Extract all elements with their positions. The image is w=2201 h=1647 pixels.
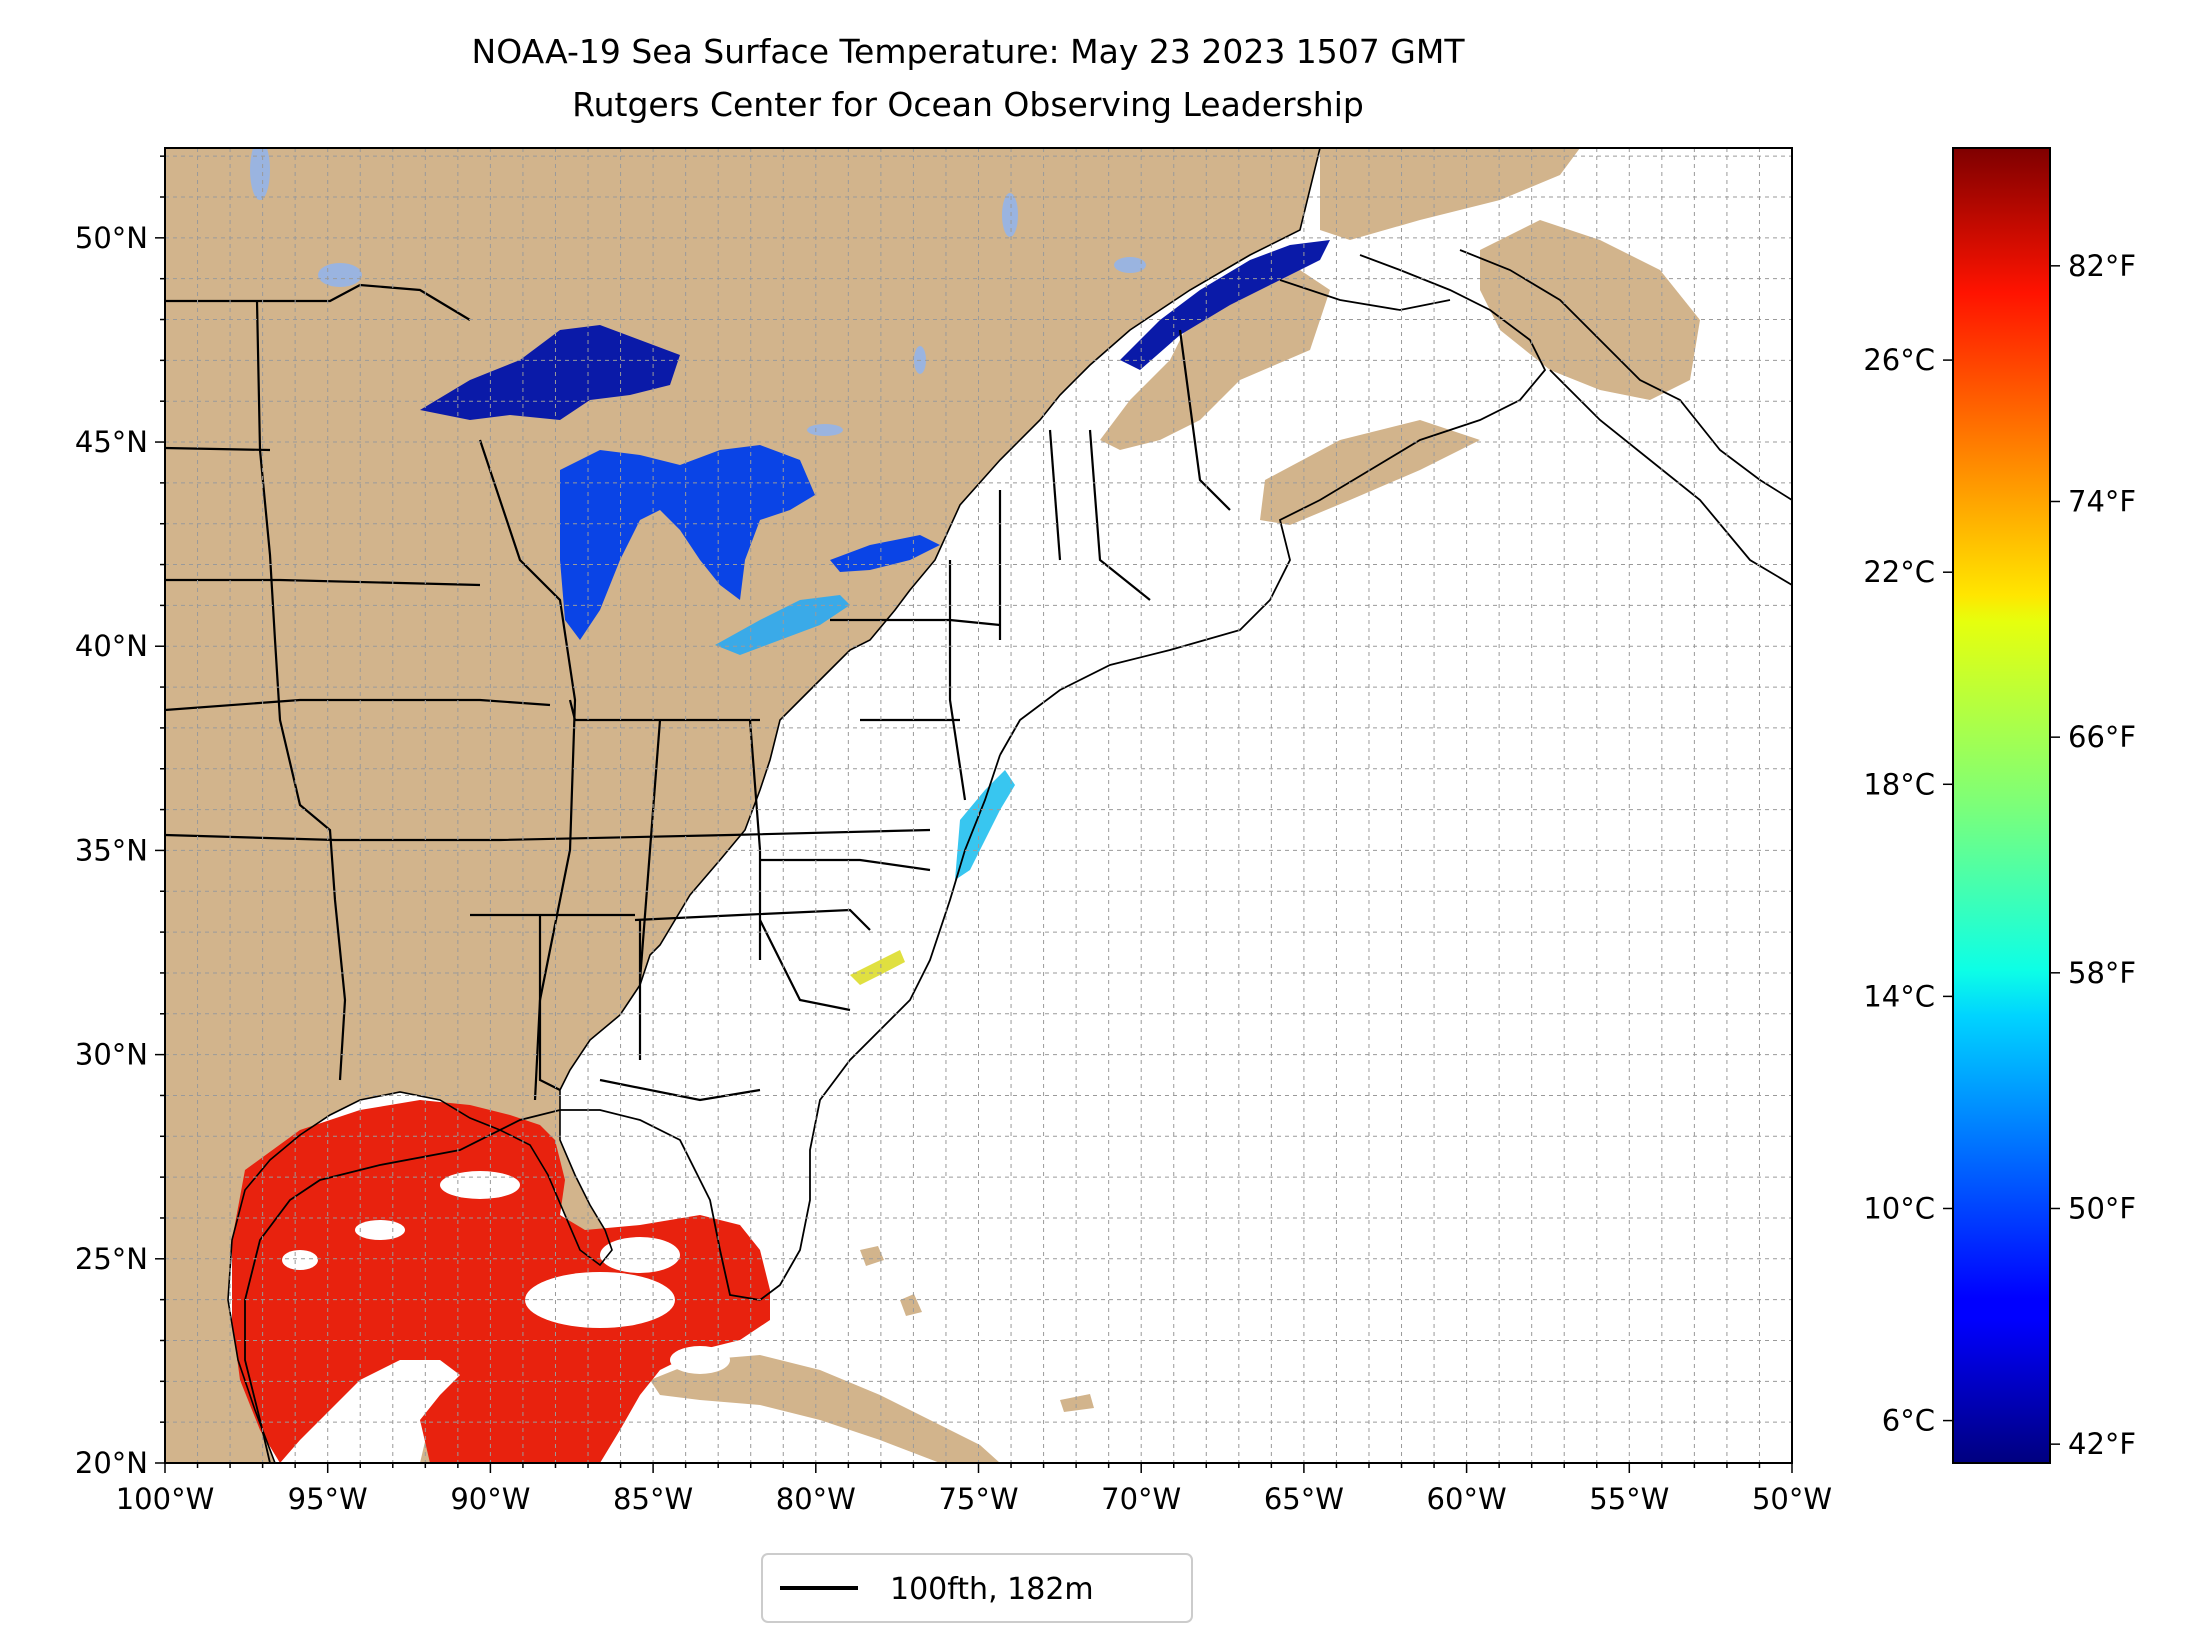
legend: 100fth, 182m bbox=[761, 1553, 1193, 1623]
colorbar-gradient bbox=[1952, 147, 2051, 1464]
lon-tick-label: 55°W bbox=[1589, 1482, 1669, 1516]
celsius-tick-label: 22°C bbox=[1863, 555, 1935, 589]
map-axes: 100°W 95°W 90°W 85°W 80°W 75°W 70°W 65°W 60°W 55°… bbox=[75, 155, 1832, 1516]
north-america-land bbox=[165, 148, 1320, 1463]
labrador-land bbox=[1320, 148, 1580, 240]
celsius-tick-label: 6°C bbox=[1882, 1404, 1935, 1438]
lon-tick-label: 65°W bbox=[1264, 1482, 1344, 1516]
lon-tick-label: 85°W bbox=[613, 1482, 693, 1516]
gulf-of-mexico-sst bbox=[232, 1100, 770, 1463]
lake-ontario-sst bbox=[830, 535, 940, 572]
lat-tick-label: 25°N bbox=[75, 1242, 148, 1276]
newfoundland-land bbox=[1480, 220, 1700, 400]
lon-tick-label: 90°W bbox=[450, 1482, 530, 1516]
lon-tick-label: 70°W bbox=[1101, 1482, 1181, 1516]
political-borders bbox=[165, 283, 1231, 1102]
lakes-no-data bbox=[250, 148, 1146, 436]
cuba-land bbox=[650, 1355, 1000, 1463]
isobath-100fth bbox=[244, 249, 1792, 1463]
carolina-sst bbox=[850, 950, 905, 985]
legend-label: 100fth, 182m bbox=[890, 1572, 1094, 1607]
celsius-tick-label: 10°C bbox=[1863, 1191, 1935, 1225]
fahrenheit-tick-label: 66°F bbox=[2068, 720, 2136, 754]
lon-tick-label: 75°W bbox=[938, 1482, 1018, 1516]
lake-michigan-huron-sst bbox=[560, 445, 815, 640]
fahrenheit-tick-label: 42°F bbox=[2068, 1427, 2136, 1461]
lake-erie-sst bbox=[715, 595, 850, 655]
lon-tick-label: 95°W bbox=[288, 1482, 368, 1516]
legend-box bbox=[761, 1553, 1193, 1623]
lake-superior-sst bbox=[420, 325, 680, 420]
fahrenheit-tick-label: 58°F bbox=[2068, 956, 2136, 990]
gridlines bbox=[165, 148, 1792, 1463]
map-subtitle: Rutgers Center for Ocean Observing Leade… bbox=[572, 85, 1364, 124]
colorbar: 6°C 10°C 14°C 18°C 22°C 26°C 42°F 50°F 58°F 66°F 7… bbox=[1863, 147, 2136, 1464]
lat-tick-label: 20°N bbox=[75, 1446, 148, 1480]
lon-tick-label: 60°W bbox=[1427, 1482, 1507, 1516]
lat-tick-label: 45°N bbox=[75, 425, 148, 459]
lon-tick-label: 100°W bbox=[116, 1482, 215, 1516]
lat-tick-label: 30°N bbox=[75, 1038, 148, 1072]
mid-atlantic-sst bbox=[955, 770, 1015, 880]
fahrenheit-tick-label: 50°F bbox=[2068, 1191, 2136, 1225]
lat-tick-label: 40°N bbox=[75, 629, 148, 663]
colorbar-ticks: 6°C 10°C 14°C 18°C 22°C 26°C 42°F 50°F 58°F 66°F 7… bbox=[1863, 249, 2136, 1461]
lat-tick-label: 35°N bbox=[75, 833, 148, 867]
lon-tick-label: 80°W bbox=[776, 1482, 856, 1516]
map-title: NOAA-19 Sea Surface Temperature: May 23 … bbox=[472, 32, 1466, 71]
celsius-tick-label: 18°C bbox=[1863, 767, 1935, 801]
fahrenheit-tick-label: 82°F bbox=[2068, 249, 2136, 283]
celsius-tick-label: 26°C bbox=[1863, 343, 1935, 377]
lon-tick-label: 50°W bbox=[1752, 1482, 1832, 1516]
fahrenheit-tick-label: 74°F bbox=[2068, 484, 2136, 518]
coastline bbox=[227, 148, 1321, 1463]
map-panel bbox=[165, 148, 1792, 1463]
lat-tick-label: 50°N bbox=[75, 221, 148, 255]
celsius-tick-label: 14°C bbox=[1863, 979, 1935, 1013]
st-lawrence-sst bbox=[1120, 240, 1330, 370]
